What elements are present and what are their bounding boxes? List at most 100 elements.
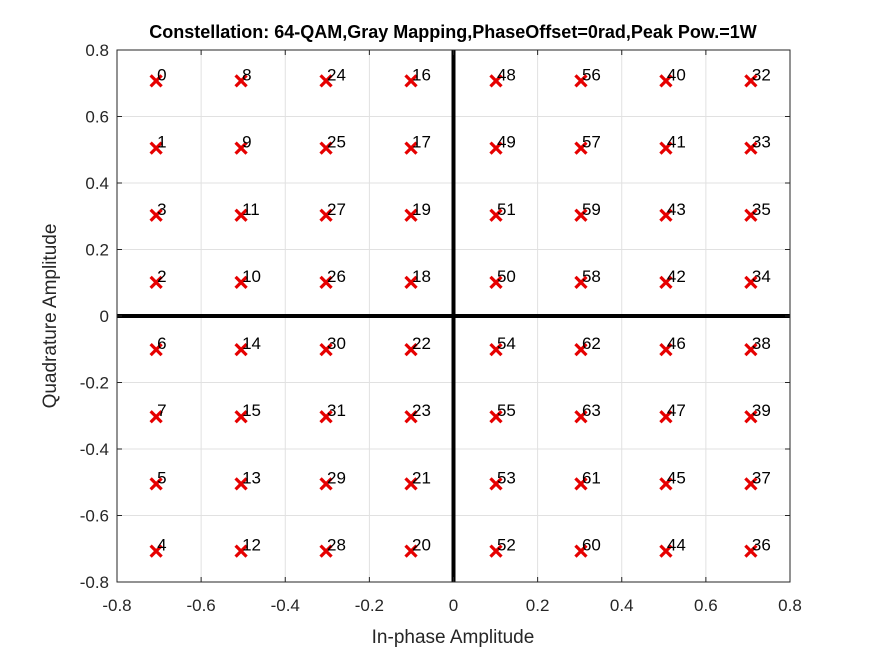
- point-label: 42: [667, 267, 686, 286]
- y-tick-label: 0.8: [85, 41, 109, 60]
- y-tick-label: -0.8: [80, 573, 109, 592]
- x-tick-label: 0.6: [694, 596, 718, 615]
- point-label: 56: [582, 65, 601, 84]
- point-label: 36: [752, 536, 771, 555]
- point-marker-stroke: [659, 74, 673, 88]
- constellation-point-16: 16: [404, 65, 431, 88]
- constellation-point-13: 13: [234, 468, 261, 491]
- point-label: 54: [497, 334, 516, 353]
- point-label: 31: [327, 401, 346, 420]
- constellation-point-52: 52: [489, 536, 516, 558]
- point-marker-stroke: [234, 74, 248, 88]
- constellation-point-53: 53: [489, 468, 516, 491]
- constellation-point-27: 27: [319, 200, 346, 222]
- constellation-point-58: 58: [574, 267, 601, 290]
- constellation-point-22: 22: [404, 334, 431, 357]
- point-label: 17: [412, 133, 431, 152]
- point-label: 16: [412, 65, 431, 84]
- point-label: 0: [157, 65, 166, 84]
- point-marker-stroke: [744, 208, 758, 222]
- point-marker-stroke: [404, 74, 418, 88]
- constellation-point-11: 11: [234, 200, 260, 222]
- point-label: 44: [667, 536, 686, 555]
- point-marker-stroke: [319, 410, 333, 424]
- constellation-point-60: 60: [574, 536, 601, 558]
- point-marker-stroke: [404, 410, 418, 424]
- constellation-point-24: 24: [319, 65, 346, 88]
- point-marker-stroke: [404, 544, 418, 558]
- point-marker-stroke: [489, 544, 503, 558]
- point-marker-stroke: [489, 477, 503, 491]
- point-marker-stroke: [744, 342, 758, 357]
- point-marker-stroke: [574, 477, 588, 491]
- constellation-point-62: 62: [574, 334, 601, 357]
- constellation-point-12: 12: [234, 536, 261, 558]
- constellation-point-5: 5: [149, 468, 167, 491]
- constellation-point-0: 0: [149, 65, 167, 88]
- constellation-point-41: 41: [659, 133, 686, 155]
- point-label: 47: [667, 401, 686, 420]
- y-axis-label: Quadrature Amplitude: [40, 224, 61, 409]
- point-label: 5: [157, 468, 166, 487]
- constellation-point-25: 25: [319, 133, 346, 155]
- point-label: 62: [582, 334, 601, 353]
- point-label: 10: [242, 267, 261, 286]
- point-marker-stroke: [574, 74, 588, 88]
- point-label: 2: [157, 267, 166, 286]
- constellation-point-37: 37: [744, 468, 771, 491]
- constellation-point-42: 42: [659, 267, 686, 290]
- point-label: 61: [582, 468, 601, 487]
- constellation-point-26: 26: [319, 267, 346, 290]
- x-axis-label: In-phase Amplitude: [372, 627, 535, 648]
- x-tick-label: 0.2: [526, 596, 550, 615]
- point-label: 40: [667, 65, 686, 84]
- point-marker-stroke: [744, 275, 758, 290]
- point-marker-stroke: [574, 544, 588, 558]
- point-label: 30: [327, 334, 346, 353]
- constellation-point-47: 47: [659, 401, 686, 424]
- y-tick-label: -0.4: [80, 440, 109, 459]
- constellation-point-9: 9: [234, 133, 252, 155]
- point-marker-stroke: [659, 544, 673, 558]
- point-marker-stroke: [234, 141, 248, 155]
- x-tick-label: -0.4: [271, 596, 300, 615]
- point-marker-stroke: [234, 208, 248, 222]
- point-label: 29: [327, 468, 346, 487]
- point-marker-stroke: [659, 410, 673, 424]
- constellation-point-57: 57: [574, 133, 601, 155]
- point-label: 7: [157, 401, 166, 420]
- y-tick-label: 0.2: [85, 241, 109, 260]
- constellation-point-28: 28: [319, 536, 346, 558]
- constellation-point-40: 40: [659, 65, 686, 88]
- point-marker-stroke: [234, 410, 248, 424]
- y-tick-label: -0.6: [80, 507, 109, 526]
- point-marker-stroke: [744, 141, 758, 155]
- point-label: 20: [412, 536, 431, 555]
- point-marker-stroke: [659, 208, 673, 222]
- point-marker-stroke: [149, 74, 163, 88]
- point-marker-stroke: [744, 74, 758, 88]
- point-marker-stroke: [404, 208, 418, 222]
- point-label: 1: [157, 133, 166, 152]
- point-label: 53: [497, 468, 516, 487]
- point-marker-stroke: [319, 141, 333, 155]
- point-label: 11: [242, 200, 260, 219]
- point-label: 6: [157, 334, 166, 353]
- zero-axes: [117, 50, 790, 582]
- point-label: 39: [752, 401, 771, 420]
- constellation-point-39: 39: [744, 401, 771, 424]
- point-label: 25: [327, 133, 346, 152]
- point-label: 59: [582, 200, 601, 219]
- point-label: 37: [752, 468, 771, 487]
- point-marker-stroke: [489, 141, 503, 155]
- point-label: 49: [497, 133, 516, 152]
- point-label: 21: [412, 468, 431, 487]
- point-marker-stroke: [319, 342, 333, 357]
- constellation-point-32: 32: [744, 65, 771, 88]
- point-marker-stroke: [234, 477, 248, 491]
- point-marker-stroke: [489, 74, 503, 88]
- point-marker-stroke: [319, 208, 333, 222]
- constellation-point-6: 6: [149, 334, 167, 357]
- point-label: 27: [327, 200, 346, 219]
